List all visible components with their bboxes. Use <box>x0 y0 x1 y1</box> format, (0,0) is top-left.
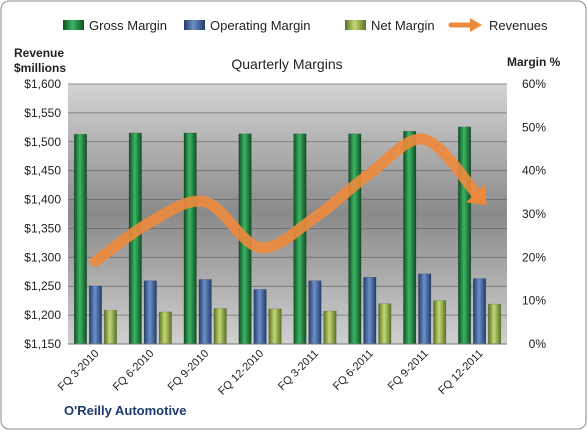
bar-gross-margin <box>183 132 197 345</box>
y-left-tick-label: $1,200 <box>24 308 61 322</box>
y-right-tick-label: 0% <box>529 337 547 351</box>
y-right-tick-label: 40% <box>522 164 546 178</box>
y-left-label-line2: $millions <box>14 61 66 75</box>
bar-operating-margin <box>308 280 322 345</box>
y-right-ticks: 0% 10% 20% 30% 40% 50% 60% <box>522 77 546 351</box>
y-left-tick-label: $1,450 <box>24 164 61 178</box>
y-left-tick-label: $1,400 <box>24 193 61 207</box>
y-right-tick-label: 60% <box>522 77 546 91</box>
bar-operating-margin <box>473 278 487 345</box>
bar-net-margin <box>378 303 392 345</box>
bar-net-margin <box>433 300 447 345</box>
bar-net-margin <box>103 309 117 345</box>
revenue-line-group <box>89 133 487 267</box>
bar-net-margin <box>158 311 172 345</box>
y-right-tick-label: 50% <box>522 120 546 134</box>
bar-gross-margin <box>73 134 87 345</box>
bar-gross-margin <box>458 126 472 345</box>
revenue-arrowhead <box>465 184 487 206</box>
bar-net-margin <box>323 310 337 345</box>
y-left-tick-label: $1,600 <box>24 77 61 91</box>
legend-label-operating-margin: Operating Margin <box>210 18 310 33</box>
revenue-line <box>89 133 486 267</box>
y-right-tick-label: 30% <box>522 207 546 221</box>
y-right-tick-label: 20% <box>522 250 546 264</box>
legend-swatch-operating-margin <box>184 20 205 30</box>
bar-gross-margin <box>403 130 417 345</box>
bar-net-margin <box>268 308 282 345</box>
legend-label-revenues: Revenues <box>489 18 548 33</box>
bar-gross-margin <box>348 133 362 345</box>
bar-operating-margin <box>418 273 432 345</box>
y-right-tick-label: 10% <box>522 294 546 308</box>
bar-net-margin <box>488 303 502 345</box>
bar-net-margin <box>213 308 227 345</box>
y-left-tick-label: $1,150 <box>24 337 61 351</box>
legend: Gross Margin Operating Margin Net Margin… <box>63 18 548 33</box>
legend-swatch-net-margin <box>345 20 366 30</box>
bar-operating-margin <box>88 285 102 345</box>
y-left-label-line1: Revenue <box>14 46 64 60</box>
y-left-ticks: $1,150 $1,200 $1,250 $1,300 $1,350 $1,400 $1,4… <box>24 77 61 351</box>
footer-company-name: O'Reilly Automotive <box>64 403 187 418</box>
legend-label-gross-margin: Gross Margin <box>89 18 167 33</box>
bar-operating-margin <box>143 280 157 345</box>
y-left-tick-label: $1,250 <box>24 279 61 293</box>
y-left-tick-label: $1,550 <box>24 106 61 120</box>
bar-operating-margin <box>253 289 267 345</box>
chart-title: Quarterly Margins <box>231 56 342 72</box>
y-right-label: Margin % <box>507 55 561 69</box>
legend-label-net-margin: Net Margin <box>371 18 435 33</box>
y-left-tick-label: $1,350 <box>24 221 61 235</box>
bar-operating-margin <box>198 279 212 345</box>
y-left-tick-label: $1,500 <box>24 135 61 149</box>
y-left-tick-label: $1,300 <box>24 250 61 264</box>
legend-swatch-gross-margin <box>63 20 84 30</box>
bar-operating-margin <box>363 277 377 345</box>
legend-swatch-revenues <box>448 18 482 32</box>
bars <box>73 126 502 345</box>
